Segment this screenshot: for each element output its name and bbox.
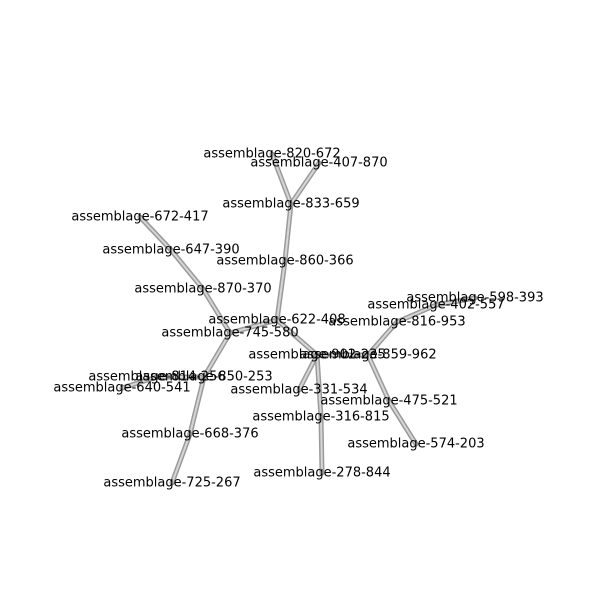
- edge-highlight: [189, 376, 205, 435]
- node-label-n598: assemblage-598-393: [406, 291, 543, 306]
- edge-n672-n647: [137, 214, 174, 253]
- edge-n622-n902: [274, 317, 320, 358]
- edge-highlight: [229, 319, 278, 334]
- node-label-n647: assemblage-647-390: [102, 243, 239, 258]
- edge-highlight: [367, 354, 390, 402]
- edge-highlight: [170, 249, 204, 290]
- node-label-n859: assemblage-859-962: [299, 348, 436, 363]
- edge-n814-n640: [119, 374, 160, 391]
- edge-highlight: [202, 288, 231, 334]
- edge-highlight: [367, 321, 398, 356]
- node-label-n331: assemblage-331-534: [230, 383, 367, 398]
- edge-n647-n870: [168, 247, 206, 292]
- edge-n850-n668: [187, 374, 207, 437]
- node-label-n833: assemblage-833-659: [222, 197, 359, 212]
- edge-highlight: [396, 304, 437, 323]
- node-label-n870: assemblage-870-370: [134, 282, 271, 297]
- edge-highlight: [139, 216, 172, 251]
- node-label-n850: assemblage-850-253: [135, 370, 272, 385]
- edge-n820-n833: [269, 151, 294, 207]
- node-label-n316: assemblage-316-815: [252, 410, 389, 425]
- edge-highlight: [298, 354, 318, 391]
- edge-n902-n331: [296, 352, 320, 393]
- edge-n475-n574: [386, 398, 419, 447]
- node-label-n725: assemblage-725-267: [103, 476, 240, 491]
- edge-highlight: [203, 332, 231, 378]
- edge-n860-n622: [274, 258, 288, 323]
- node-label-n814: assemblage-814-256: [88, 370, 225, 385]
- edge-n833-n860: [282, 201, 294, 264]
- edge-highlight: [320, 416, 323, 474]
- edge-highlight: [276, 319, 318, 356]
- node-label-n860: assemblage-860-366: [216, 254, 353, 269]
- edge-n859-n816: [365, 319, 400, 358]
- node-label-n574: assemblage-574-203: [347, 437, 484, 452]
- edge-n622-n745: [227, 317, 280, 336]
- node-label-n278: assemblage-278-844: [253, 466, 390, 481]
- node-label-n902: assemblage-902-235: [248, 348, 385, 363]
- edge-highlight: [276, 260, 286, 321]
- edge-n668-n725: [169, 431, 193, 486]
- node-label-n640: assemblage-640-541: [53, 381, 190, 396]
- node-label-n820: assemblage-820-672: [203, 147, 340, 162]
- edge-highlight: [171, 433, 191, 484]
- node-label-n475: assemblage-475-521: [320, 394, 457, 409]
- edge-n816-n402: [394, 302, 439, 325]
- node-label-n402: assemblage-402-557: [367, 298, 504, 313]
- node-label-n407: assemblage-407-870: [250, 156, 387, 171]
- edge-highlight: [271, 153, 292, 205]
- edge-highlight: [290, 162, 320, 205]
- edge-n402-n598: [433, 295, 478, 308]
- edge-highlight: [435, 297, 476, 306]
- edge-n316-n278: [318, 414, 325, 476]
- edge-highlight: [316, 354, 322, 418]
- node-label-n668: assemblage-668-376: [121, 427, 258, 442]
- edge-highlight: [121, 376, 158, 389]
- edge-n745-n850: [201, 330, 233, 380]
- node-label-n622: assemblage-622-408: [208, 313, 345, 328]
- edge-n407-n833: [288, 160, 322, 207]
- edge-highlight: [284, 203, 292, 262]
- edge-highlight: [388, 400, 417, 445]
- node-label-n672: assemblage-672-417: [71, 210, 208, 225]
- node-label-n745: assemblage-745-580: [161, 326, 298, 341]
- node-label-n816: assemblage-816-953: [328, 315, 465, 330]
- edges-layer: [119, 151, 478, 486]
- edge-n902-n316: [314, 352, 324, 420]
- edge-n870-n745: [200, 286, 233, 336]
- edge-n859-n475: [365, 352, 392, 404]
